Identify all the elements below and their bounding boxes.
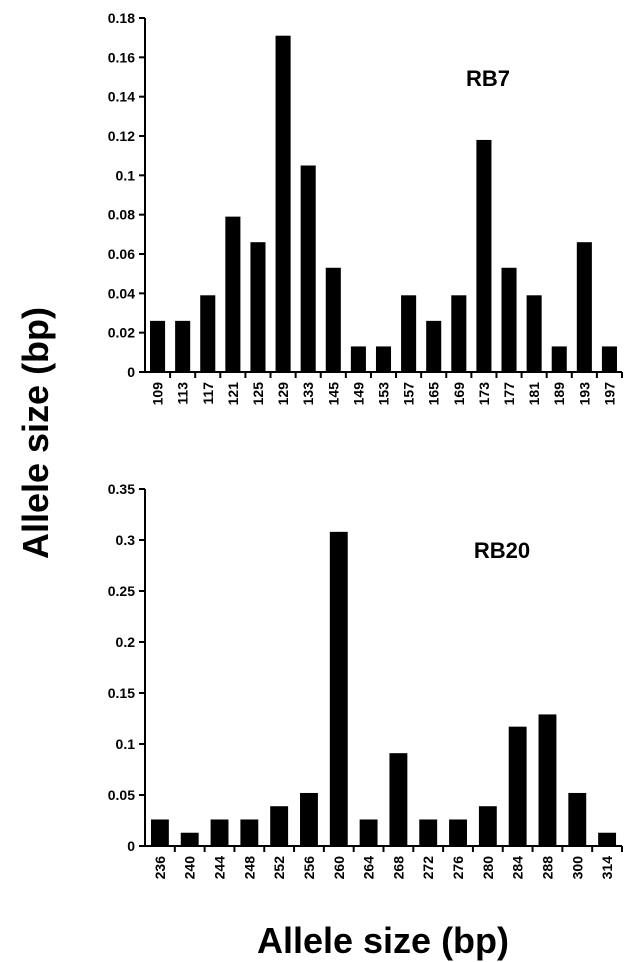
bar-rb7-189	[551, 346, 567, 372]
bar-rb7-113	[175, 320, 191, 372]
x-tick-label: 169	[451, 382, 467, 406]
bar-rb7-125	[250, 242, 266, 372]
x-tick-label: 165	[426, 382, 442, 406]
bar-rb7-145	[325, 267, 341, 372]
x-tick-label: 284	[510, 856, 526, 880]
bar-rb20-300	[568, 792, 587, 846]
x-tick-label: 117	[200, 382, 216, 405]
x-tick-label: 240	[182, 856, 198, 880]
x-tick-label: 153	[376, 382, 392, 406]
x-tick-label: 113	[175, 382, 191, 405]
y-tick-label: 0.04	[108, 285, 135, 301]
x-tick-label: 272	[420, 856, 436, 880]
rb20-panel: 0 0.05 0.1 0.15 0.2 0.25 0.3 0.35 236 240 244 248 25…	[108, 481, 623, 880]
y-tick-label: 0.2	[116, 634, 136, 650]
x-tick-label: 260	[331, 856, 347, 880]
y-tick-label: 0.3	[116, 532, 136, 548]
bar-rb7-165	[426, 320, 442, 372]
y-tick-label: 0.16	[108, 49, 135, 65]
y-tick-label: 0.1	[116, 167, 136, 183]
x-tick-label: 264	[361, 856, 377, 880]
x-tick-label: 145	[325, 382, 341, 406]
x-tick-label: 197	[601, 382, 617, 406]
bar-rb20-284	[508, 726, 527, 846]
bar-rb20-288	[538, 714, 557, 846]
bar-rb20-272	[419, 819, 438, 846]
bar-rb20-244	[210, 819, 229, 846]
y-tick-label: 0.15	[108, 685, 135, 701]
bar-rb7-133	[300, 165, 316, 372]
x-tick-label: 189	[551, 382, 567, 406]
shared-x-axis-title: Allele size (bp)	[257, 920, 509, 961]
bar-rb20-314	[598, 832, 617, 846]
y-tick-label: 0	[127, 838, 135, 854]
x-tick-label: 133	[300, 382, 316, 406]
bar-rb7-149	[350, 346, 366, 372]
bar-rb7-121	[225, 216, 241, 372]
y-tick-label: 0.1	[116, 736, 136, 752]
bar-rb20-236	[150, 819, 169, 846]
bar-rb7-169	[451, 295, 467, 372]
y-tick-label: 0.06	[108, 246, 135, 262]
x-tick-label: 252	[271, 856, 287, 880]
bar-rb20-280	[478, 806, 497, 846]
y-tick-label: 0.05	[108, 787, 135, 803]
bar-rb20-252	[270, 806, 289, 846]
bar-rb20-248	[240, 819, 259, 846]
bar-rb20-260	[329, 531, 348, 846]
x-tick-label: 121	[225, 382, 241, 406]
bar-rb7-117	[200, 295, 216, 372]
bar-rb7-129	[275, 35, 291, 372]
rb7-panel: 0 0.02 0.04 0.06 0.08 0.1 0.12 0.14 0.16 0.18 109 1…	[108, 10, 623, 406]
x-tick-label: 125	[250, 382, 266, 406]
bar-rb20-264	[359, 819, 378, 846]
x-tick-label: 314	[599, 856, 615, 880]
x-tick-label: 149	[350, 382, 366, 406]
bar-rb7-173	[476, 139, 492, 372]
bar-rb7-181	[526, 295, 542, 372]
x-tick-label: 109	[150, 382, 166, 406]
shared-y-axis-title: Allele size (bp)	[15, 307, 56, 559]
panel-title-rb20: RB20	[474, 538, 530, 563]
x-tick-label: 276	[450, 856, 466, 880]
x-tick-label: 157	[401, 382, 417, 406]
panel-title-rb7: RB7	[466, 66, 510, 91]
x-tick-label: 181	[526, 382, 542, 406]
x-tick-label: 280	[480, 856, 496, 880]
x-tick-label: 236	[152, 856, 168, 880]
bar-rb7-153	[375, 346, 392, 372]
x-tick-label: 300	[569, 856, 585, 880]
bar-rb20-276	[449, 819, 467, 846]
x-tick-label: 268	[390, 856, 406, 880]
x-tick-label: 244	[212, 856, 228, 880]
y-tick-label: 0.12	[108, 128, 135, 144]
bar-rb7-193	[576, 242, 592, 372]
bar-rb7-197	[601, 346, 617, 372]
x-tick-label: 248	[241, 856, 257, 880]
bar-rb20-268	[389, 753, 408, 846]
y-tick-label: 0.08	[108, 207, 135, 223]
y-tick-label: 0.35	[108, 481, 135, 497]
y-tick-label: 0.14	[108, 89, 135, 105]
x-tick-label: 256	[301, 856, 317, 880]
x-tick-label: 173	[476, 382, 492, 406]
x-tick-label: 177	[501, 382, 517, 406]
y-tick-label: 0	[127, 364, 135, 380]
bar-rb7-157	[401, 295, 417, 372]
bar-rb20-240	[180, 832, 199, 846]
bar-rb7-109	[150, 320, 166, 372]
x-tick-label: 288	[539, 856, 555, 880]
bar-rb20-256	[300, 792, 318, 846]
x-tick-label: 193	[576, 382, 592, 406]
y-tick-label: 0.25	[108, 583, 135, 599]
y-tick-label: 0.02	[108, 325, 135, 341]
y-tick-label: 0.18	[108, 10, 135, 26]
x-tick-label: 129	[275, 382, 291, 406]
bar-rb7-177	[501, 267, 517, 372]
